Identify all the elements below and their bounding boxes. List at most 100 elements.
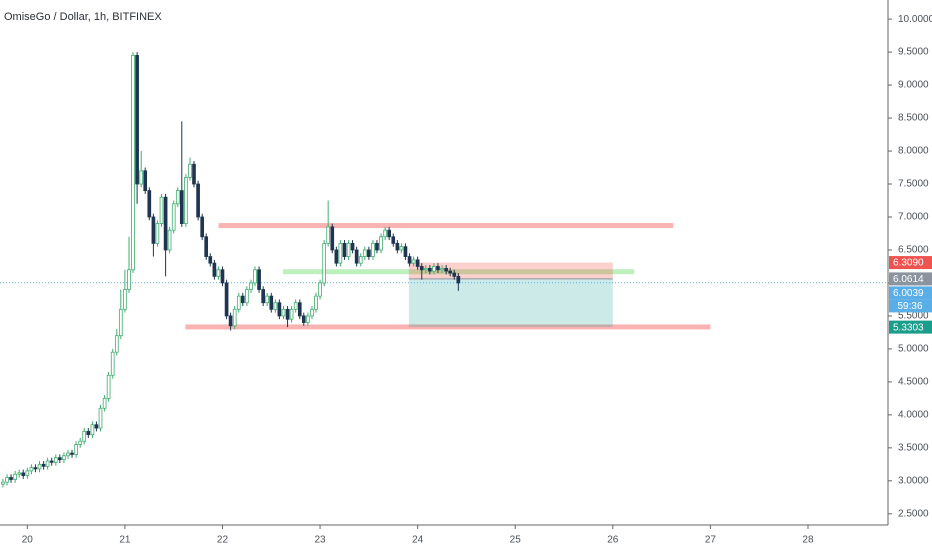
candle-body (29, 467, 34, 472)
candle-body (147, 190, 152, 218)
price-label: 6.0039 (893, 288, 924, 299)
candle-body (57, 457, 62, 461)
candle-body (269, 295, 274, 310)
candle-body (379, 236, 383, 251)
y-tick-label: 9.5000 (898, 47, 929, 58)
countdown: 59:36 (897, 301, 922, 312)
candle-body (45, 460, 50, 467)
candle-body (428, 268, 432, 272)
y-tick-label: 5.5000 (898, 311, 929, 322)
x-tick-label: 21 (119, 535, 131, 546)
candle-body (74, 444, 78, 455)
candle-body (106, 374, 111, 399)
candle-body (350, 242, 355, 251)
candle-body (452, 272, 457, 277)
candle-body (102, 397, 107, 409)
x-tick-label: 26 (607, 535, 619, 546)
y-tick-label: 5.0000 (898, 344, 929, 355)
candle-body (228, 315, 233, 327)
candle-body (9, 477, 13, 480)
candle-body (375, 242, 379, 251)
candle-body (118, 308, 123, 337)
candle-body (354, 249, 359, 264)
candle-body (362, 249, 367, 257)
x-tick-label: 24 (412, 535, 424, 546)
price-label: 6.3090 (893, 258, 924, 269)
y-tick-label: 4.5000 (898, 377, 929, 388)
x-tick-label: 23 (315, 535, 327, 546)
candle-body (444, 268, 448, 272)
candle-body (139, 170, 144, 185)
candle-body (395, 242, 400, 251)
y-tick-label: 8.5000 (898, 113, 929, 124)
candle-body (273, 302, 278, 310)
candle-body (70, 452, 74, 455)
y-tick-label: 7.5000 (898, 179, 929, 190)
candle-body (127, 269, 131, 290)
candle-body (94, 424, 99, 429)
y-tick-label: 4.0000 (898, 409, 929, 420)
candle-body (346, 242, 351, 257)
candle-body (456, 275, 461, 284)
candle-body (440, 268, 444, 271)
horizontal-zone (185, 324, 711, 330)
candle-body (265, 295, 270, 304)
candle-body (212, 262, 217, 277)
countdown-box (889, 299, 932, 313)
candle-body (236, 295, 241, 310)
candle-body (334, 249, 339, 264)
candle-body (37, 463, 42, 470)
candle-body (338, 242, 343, 264)
candle-body (253, 269, 257, 284)
y-tick-label: 9.0000 (898, 80, 929, 91)
candle-body (249, 282, 253, 290)
candle-body (383, 229, 387, 238)
candle-body (114, 335, 119, 353)
y-tick-label: 3.5000 (898, 442, 929, 453)
candle-body (135, 55, 139, 185)
candle-body (131, 55, 135, 271)
candle-body (371, 242, 375, 257)
candle-body (86, 430, 91, 436)
candle-body (399, 246, 404, 251)
candle-body (49, 460, 54, 463)
candle-body (318, 282, 322, 297)
candle-body (415, 259, 420, 267)
candle-body (232, 308, 237, 327)
chart-title: OmiseGo / Dollar, 1h, BITFINEX (4, 11, 162, 23)
candle-body (391, 236, 396, 244)
y-tick-label: 2.5000 (898, 508, 929, 519)
candle-body (411, 259, 416, 264)
candle-body (25, 470, 30, 476)
candle-body (301, 315, 306, 323)
candle-body (62, 455, 66, 461)
candle-body (192, 163, 196, 185)
candle-body (277, 302, 282, 317)
candle-body (224, 282, 229, 317)
candle-body (423, 268, 428, 271)
candle-body (123, 289, 127, 310)
candle-body (285, 308, 290, 320)
candle-body (175, 190, 180, 205)
candle-body (306, 315, 310, 323)
position-stop-zone (408, 262, 613, 279)
y-tick-label: 8.0000 (898, 146, 929, 157)
candle-body (407, 256, 412, 264)
candle-body (387, 229, 391, 238)
candle-body (322, 242, 327, 284)
candle-body (155, 223, 160, 244)
y-tick-label: 3.0000 (898, 475, 929, 486)
candle-body (98, 407, 103, 429)
candle-body (110, 351, 115, 376)
candle-body (297, 302, 302, 317)
candle-body (342, 242, 347, 257)
candle-body (281, 308, 286, 317)
y-tick-label: 10.0000 (898, 14, 932, 25)
candle-body (436, 266, 440, 271)
price-label: 5.3303 (893, 322, 924, 333)
candle-body (310, 308, 314, 317)
candle-body (330, 226, 335, 251)
candle-body (151, 216, 156, 244)
candle-body (293, 302, 298, 310)
